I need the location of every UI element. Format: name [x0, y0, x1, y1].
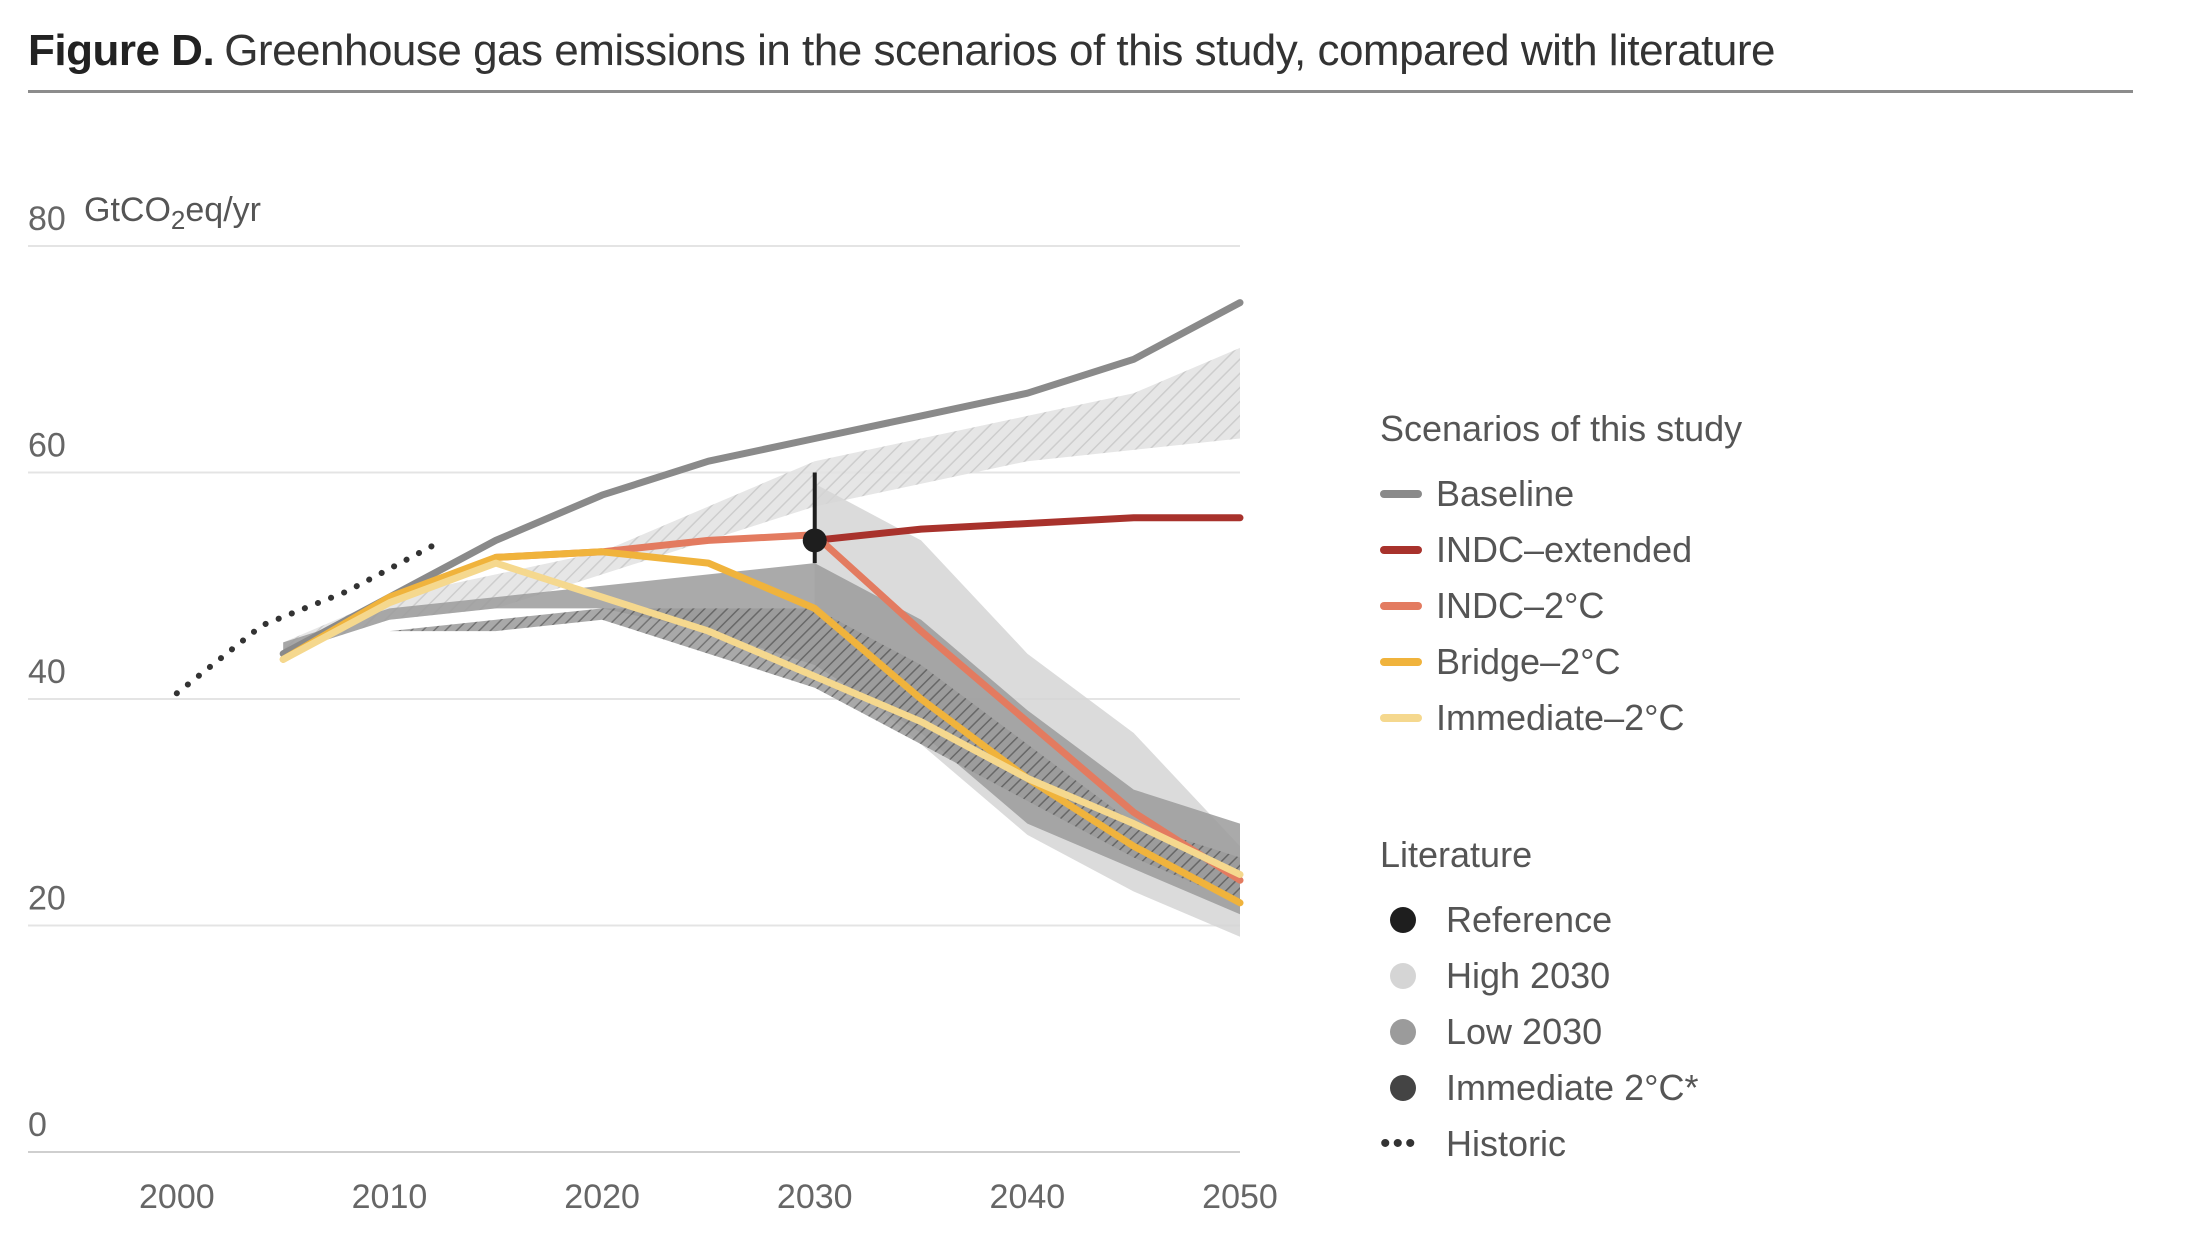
legend-label-immediate-2c: Immediate–2°C — [1436, 697, 1685, 738]
legend-label-high-2030: High 2030 — [1446, 955, 1611, 996]
series-line-indc-extended — [811, 514, 1244, 544]
series-line-immediate-2-c — [279, 559, 1244, 878]
figure-title: Figure D. Greenhouse gas emissions in the… — [28, 26, 2133, 76]
legend-label-reference: Reference — [1446, 899, 1613, 940]
legend-label-indc-2c: INDC–2°C — [1436, 585, 1605, 626]
figure-title-text: Greenhouse gas emissions in the scenario… — [224, 26, 1775, 75]
legend-swatch-indc-2c — [1380, 602, 1422, 610]
figure-title-block: Figure D. Greenhouse gas emissions in the… — [28, 26, 2133, 93]
legend-item-immediate-2c: Immediate–2°C — [1380, 690, 2180, 746]
legend-label-indc-extended: INDC–extended — [1436, 529, 1693, 570]
legend-item-historic: ••• Historic — [1380, 1116, 2180, 1172]
y-tick-label-80: 80 — [28, 200, 66, 238]
x-tick-label-2000: 2000 — [139, 1178, 215, 1216]
series-line-baseline — [279, 299, 1244, 658]
legend-heading-scenarios: Scenarios of this study — [1380, 408, 1743, 449]
legend-label-immediate-2c-literature: Immediate 2°C* — [1446, 1067, 1699, 1108]
x-tick-label-2030: 2030 — [777, 1178, 853, 1216]
legend: Scenarios of this study Baseline INDC–ex… — [1380, 408, 2180, 1172]
legend-swatch-indc-extended — [1380, 546, 1422, 554]
legend-item-high-2030: High 2030 — [1380, 948, 2180, 1004]
point-reference — [802, 528, 827, 553]
y-tick-label-40: 40 — [28, 653, 66, 691]
legend-label-bridge-2c: Bridge–2°C — [1436, 641, 1621, 682]
legend-item-baseline: Baseline — [1380, 466, 2180, 522]
legend-swatch-bridge-2c — [1380, 658, 1422, 666]
legend-item-indc-extended: INDC–extended — [1380, 522, 2180, 578]
legend-label-historic: Historic — [1446, 1123, 1567, 1164]
legend-marker-high-2030 — [1390, 963, 1416, 989]
series-line-historic — [173, 543, 435, 697]
scenario-lines — [173, 299, 1244, 907]
series-line-indc-2-c — [492, 531, 1244, 884]
y-axis-unit: GtCO2eq/yr — [84, 191, 261, 235]
x-tick-label-2020: 2020 — [564, 1178, 640, 1216]
legend-marker-historic: ••• — [1380, 1127, 1418, 1160]
series-line-bridge-2-c — [279, 548, 1244, 907]
reference-points — [802, 472, 827, 564]
legend-heading-literature: Literature — [1380, 834, 1533, 875]
legend-item-indc-2c: INDC–2°C — [1380, 578, 2180, 634]
legend-marker-reference — [1390, 907, 1416, 933]
legend-item-low-2030: Low 2030 — [1380, 1004, 2180, 1060]
legend-item-bridge-2c: Bridge–2°C — [1380, 634, 2180, 690]
figure-number: Figure D. — [28, 26, 215, 75]
legend-marker-immediate-2c-literature — [1390, 1075, 1416, 1101]
x-tick-label-2010: 2010 — [352, 1178, 428, 1216]
legend-label-low-2030: Low 2030 — [1446, 1011, 1603, 1052]
y-tick-label-0: 0 — [28, 1106, 47, 1144]
legend-scenarios: Baseline INDC–extended INDC–2°C Bridge–2… — [1380, 466, 2180, 746]
x-tick-label-2050: 2050 — [1202, 1178, 1278, 1216]
legend-item-immediate-2c-literature: Immediate 2°C* — [1380, 1060, 2180, 1116]
y-tick-label-20: 20 — [28, 880, 66, 918]
legend-marker-low-2030 — [1390, 1019, 1416, 1045]
literature-ranges — [283, 347, 1240, 937]
x-tick-label-2040: 2040 — [990, 1178, 1066, 1216]
legend-literature: Literature Reference High 2030 Low 2030 … — [1380, 834, 2180, 1172]
literature-band-high-2030-0 — [283, 347, 1240, 654]
legend-label-baseline: Baseline — [1436, 473, 1575, 514]
legend-item-reference: Reference — [1380, 892, 2180, 948]
legend-swatch-immediate-2c — [1380, 714, 1422, 722]
literature-band-immediate-2-c-3 — [283, 608, 1240, 903]
legend-swatch-baseline — [1380, 490, 1422, 498]
y-tick-label-60: 60 — [28, 427, 66, 465]
